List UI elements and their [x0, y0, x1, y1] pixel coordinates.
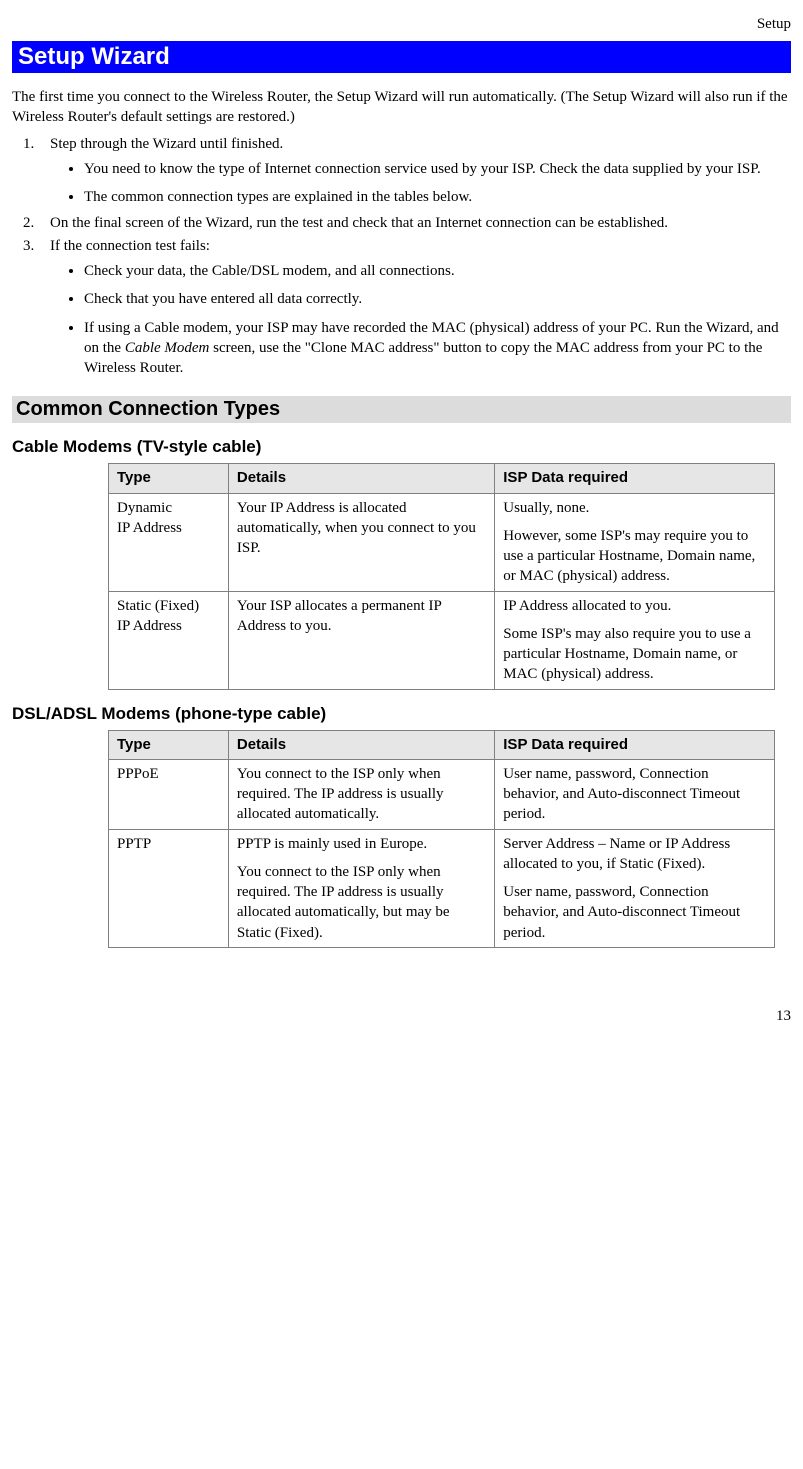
cell-type: Dynamic IP Address: [109, 493, 229, 591]
step-1-bullet-2: The common connection types are explaine…: [84, 187, 791, 207]
step-3-bullet-3-italic: Cable Modem: [125, 340, 210, 356]
step-1-bullet-1: You need to know the type of Internet co…: [84, 159, 791, 179]
cell-isp-p1: Usually, none.: [503, 498, 766, 518]
table-row: Dynamic IP Address Your IP Address is al…: [109, 493, 775, 591]
step-3-text: If the connection test fails:: [50, 238, 210, 254]
cell-details-p1: PPTP is mainly used in Europe.: [237, 834, 486, 854]
table2-wrap: Type Details ISP Data required PPPoE You…: [108, 730, 775, 948]
th-type: Type: [109, 464, 229, 493]
table2-heading: DSL/ADSL Modems (phone-type cable): [12, 704, 791, 724]
cell-details-p2: You connect to the ISP only when require…: [237, 862, 486, 943]
step-3-bullet-2: Check that you have entered all data cor…: [84, 289, 791, 309]
steps-list: Step through the Wizard until finished. …: [12, 136, 791, 379]
table-cable-modems: Type Details ISP Data required Dynamic I…: [108, 463, 775, 689]
cell-type: PPPoE: [109, 759, 229, 829]
step-3-bullet-1: Check your data, the Cable/DSL modem, an…: [84, 261, 791, 281]
step-1-text: Step through the Wizard until finished.: [50, 136, 283, 152]
cell-isp-p2: User name, password, Connection behavior…: [503, 882, 766, 943]
cell-isp: IP Address allocated to you. Some ISP's …: [495, 591, 775, 689]
table-row: PPPoE You connect to the ISP only when r…: [109, 759, 775, 829]
cell-type: Static (Fixed) IP Address: [109, 591, 229, 689]
th-details: Details: [228, 464, 494, 493]
cell-isp: Server Address – Name or IP Address allo…: [495, 829, 775, 947]
cell-isp-p2: Some ISP's may also require you to use a…: [503, 624, 766, 685]
step-3: If the connection test fails: Check your…: [38, 238, 791, 378]
intro-paragraph: The first time you connect to the Wirele…: [12, 87, 791, 128]
table-row: Static (Fixed) IP Address Your ISP alloc…: [109, 591, 775, 689]
cell-details: PPTP is mainly used in Europe. You conne…: [228, 829, 494, 947]
table-dsl-modems: Type Details ISP Data required PPPoE You…: [108, 730, 775, 948]
table-header-row: Type Details ISP Data required: [109, 730, 775, 759]
cell-type: PPTP: [109, 829, 229, 947]
step-1: Step through the Wizard until finished. …: [38, 136, 791, 208]
section-heading: Common Connection Types: [12, 396, 791, 423]
step-3-bullet-3: If using a Cable modem, your ISP may hav…: [84, 318, 791, 379]
th-details: Details: [228, 730, 494, 759]
cell-isp: User name, password, Connection behavior…: [495, 759, 775, 829]
th-isp: ISP Data required: [495, 730, 775, 759]
step-1-bullets: You need to know the type of Internet co…: [50, 159, 791, 208]
table-row: PPTP PPTP is mainly used in Europe. You …: [109, 829, 775, 947]
cell-details: Your IP Address is allocated automatical…: [228, 493, 494, 591]
step-2: On the final screen of the Wizard, run t…: [38, 215, 791, 232]
table1-wrap: Type Details ISP Data required Dynamic I…: [108, 463, 775, 689]
cell-isp-p1: Server Address – Name or IP Address allo…: [503, 834, 766, 875]
cell-isp-p2: However, some ISP's may require you to u…: [503, 526, 766, 587]
step-3-bullets: Check your data, the Cable/DSL modem, an…: [50, 261, 791, 378]
page-header-label: Setup: [12, 16, 791, 33]
page-number: 13: [12, 1008, 791, 1025]
table-header-row: Type Details ISP Data required: [109, 464, 775, 493]
th-isp: ISP Data required: [495, 464, 775, 493]
cell-details: Your ISP allocates a permanent IP Addres…: [228, 591, 494, 689]
page-title: Setup Wizard: [12, 41, 791, 73]
cell-details: You connect to the ISP only when require…: [228, 759, 494, 829]
table1-heading: Cable Modems (TV-style cable): [12, 437, 791, 457]
th-type: Type: [109, 730, 229, 759]
cell-isp-p1: IP Address allocated to you.: [503, 596, 766, 616]
cell-isp: Usually, none. However, some ISP's may r…: [495, 493, 775, 591]
